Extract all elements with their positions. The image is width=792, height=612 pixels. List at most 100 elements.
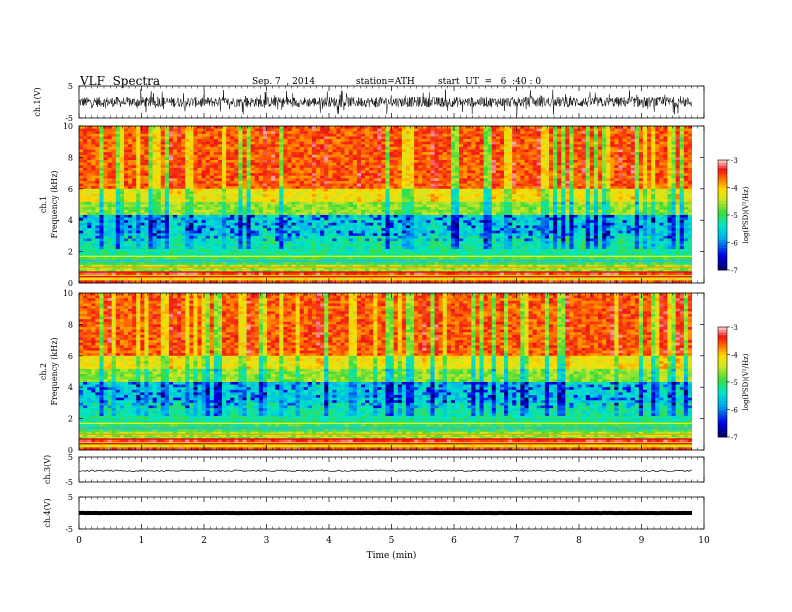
ch1-spectrogram-cell (107, 180, 113, 184)
ch1-spectrogram-cell (360, 152, 366, 156)
ch1-spectrogram-cell (422, 175, 427, 179)
ch1-spectrogram-cell (479, 180, 484, 184)
ch1-spectrogram-cell (185, 167, 190, 171)
ch1-spectrogram-cell (136, 146, 141, 150)
ch1-spectrogram-cell (115, 180, 121, 184)
ch1-spectrogram-cell (123, 152, 129, 156)
ch1-spectrogram-cell (373, 162, 378, 166)
ch1-spectrogram-cell (160, 133, 166, 137)
ch1-spectrogram-cell (446, 157, 452, 161)
ch1-spectrogram-cell (160, 165, 166, 169)
ch1-spectrogram-cell (430, 180, 435, 184)
ch1-spectrogram-cell (222, 194, 227, 198)
ch1-spectrogram-cell (123, 139, 129, 143)
ch1-spectrogram-cell (213, 131, 219, 135)
ch1-spectrogram-cell (242, 154, 247, 158)
ch1-spectrogram-cell (642, 178, 648, 182)
ch1-spectrogram-cell (544, 152, 550, 156)
ch1-spectrogram-cell (275, 139, 280, 143)
ch1-spectrogram-cell (377, 144, 382, 148)
ch1-spectrogram-cell (610, 199, 615, 203)
ch1-spectrogram-cell (356, 152, 362, 156)
ch1-spectrogram-cell (316, 183, 321, 187)
ch1-spectrogram-cell (205, 212, 211, 216)
ch1-spectrogram-cell (258, 165, 264, 169)
ch1-spectrogram-cell (103, 186, 109, 190)
ch1-spectrogram-cell (299, 194, 305, 198)
ch1-spectrogram-cell (79, 186, 84, 190)
ch1-spectrogram-cell (283, 141, 288, 145)
ch1-spectrogram-cell (561, 146, 566, 150)
ch1-spectrogram-cell (491, 199, 497, 203)
ch1-spectrogram-cell (377, 173, 382, 177)
ch1-spectrogram-cell (499, 152, 505, 156)
ch1-spectrogram-cell (463, 180, 468, 184)
ch1-spectrogram-cell (655, 173, 660, 177)
ch1-spectrogram-cell (287, 162, 292, 166)
ch1-spectrogram-cell (454, 144, 460, 148)
ch1-spectrogram-cell (377, 209, 382, 213)
ch1-spectrogram-cell (397, 152, 403, 156)
ch1-spectrogram-cell (540, 196, 546, 200)
ch1-spectrogram-cell (459, 144, 464, 148)
ch1-spectrogram-cell (299, 186, 305, 190)
ch1-spectrogram-cell (651, 152, 656, 156)
ch1-spectrogram-cell (614, 196, 619, 200)
ch1-spectrogram-cell (128, 199, 133, 203)
ch1-spectrogram-cell (614, 133, 619, 137)
ch1-spectrogram-cell (528, 165, 534, 169)
ch1-spectrogram-cell (266, 175, 272, 179)
ch1-spectrogram-cell (565, 131, 570, 135)
ch1-spectrogram-cell (528, 128, 534, 132)
ch1-spectrogram-cell (316, 207, 321, 211)
ch1-spectrogram-cell (410, 199, 415, 203)
ch1-spectrogram-cell (389, 162, 395, 166)
ch1-spectrogram-cell (299, 191, 305, 195)
ch1-spectrogram-cell (365, 201, 370, 205)
ch1-spectrogram-cell (320, 160, 325, 164)
ch1-spectrogram-cell (557, 199, 562, 203)
ch1-spectrogram-cell (397, 160, 403, 164)
ch1-spectrogram-cell (524, 188, 529, 192)
ch1-spectrogram-cell (168, 173, 174, 177)
ch1-spectrogram-cell (532, 160, 538, 164)
ch1-spectrogram-cell (303, 131, 309, 135)
ch1-spectrogram-cell (483, 154, 489, 158)
ch1-spectrogram-cell (573, 126, 578, 130)
ch1-spectrogram-cell (83, 146, 88, 150)
ch1-spectrogram-cell (524, 165, 529, 169)
ch1-spectrogram-cell (430, 199, 435, 203)
ch1-spectrogram-cell (95, 175, 100, 179)
ch1-spectrogram-cell (160, 167, 166, 171)
ch1-spectrogram-cell (687, 165, 693, 169)
ch1-spectrogram-cell (544, 183, 550, 187)
ch1-spectrogram-cell (528, 183, 534, 187)
ch1-spectrogram-cell (181, 207, 186, 211)
ch1-spectrogram-cell (119, 131, 125, 135)
ch1-spectrogram-cell (618, 126, 623, 130)
ch1-spectrogram-cell (659, 207, 664, 211)
ch1-spectrogram-cell (393, 128, 399, 132)
ch1-spectrogram-cell (254, 178, 260, 182)
ch1-spectrogram-cell (651, 136, 656, 140)
ch1-spectrogram-cell (352, 167, 358, 171)
ch1-spectrogram-cell (463, 204, 468, 208)
ch1-spectrogram-cell (91, 152, 96, 156)
ch1-spectrogram-cell (103, 146, 109, 150)
ch1-spectrogram-cell (610, 201, 615, 205)
ch1-spectrogram-cell (177, 136, 182, 140)
ch1-spectrogram-cell (450, 188, 456, 192)
ch1-spectrogram-cell (683, 131, 689, 135)
ch1-spectrogram-cell (352, 162, 358, 166)
ch1-spectrogram-cell (222, 209, 227, 213)
ch1-spectrogram-cell (156, 146, 162, 150)
ch1-spectrogram-cell (115, 144, 121, 148)
ch1-spectrogram-cell (471, 186, 476, 190)
ch1-spectrogram-cell (115, 149, 121, 153)
ch1-spectrogram-cell (258, 126, 264, 130)
ch1-spectrogram-cell (602, 207, 607, 211)
ch1-spectrogram-cell (181, 178, 186, 182)
ch1-spectrogram-cell (348, 144, 354, 148)
ch1-spectrogram-cell (172, 141, 178, 145)
ch1-spectrogram-cell (103, 149, 109, 153)
